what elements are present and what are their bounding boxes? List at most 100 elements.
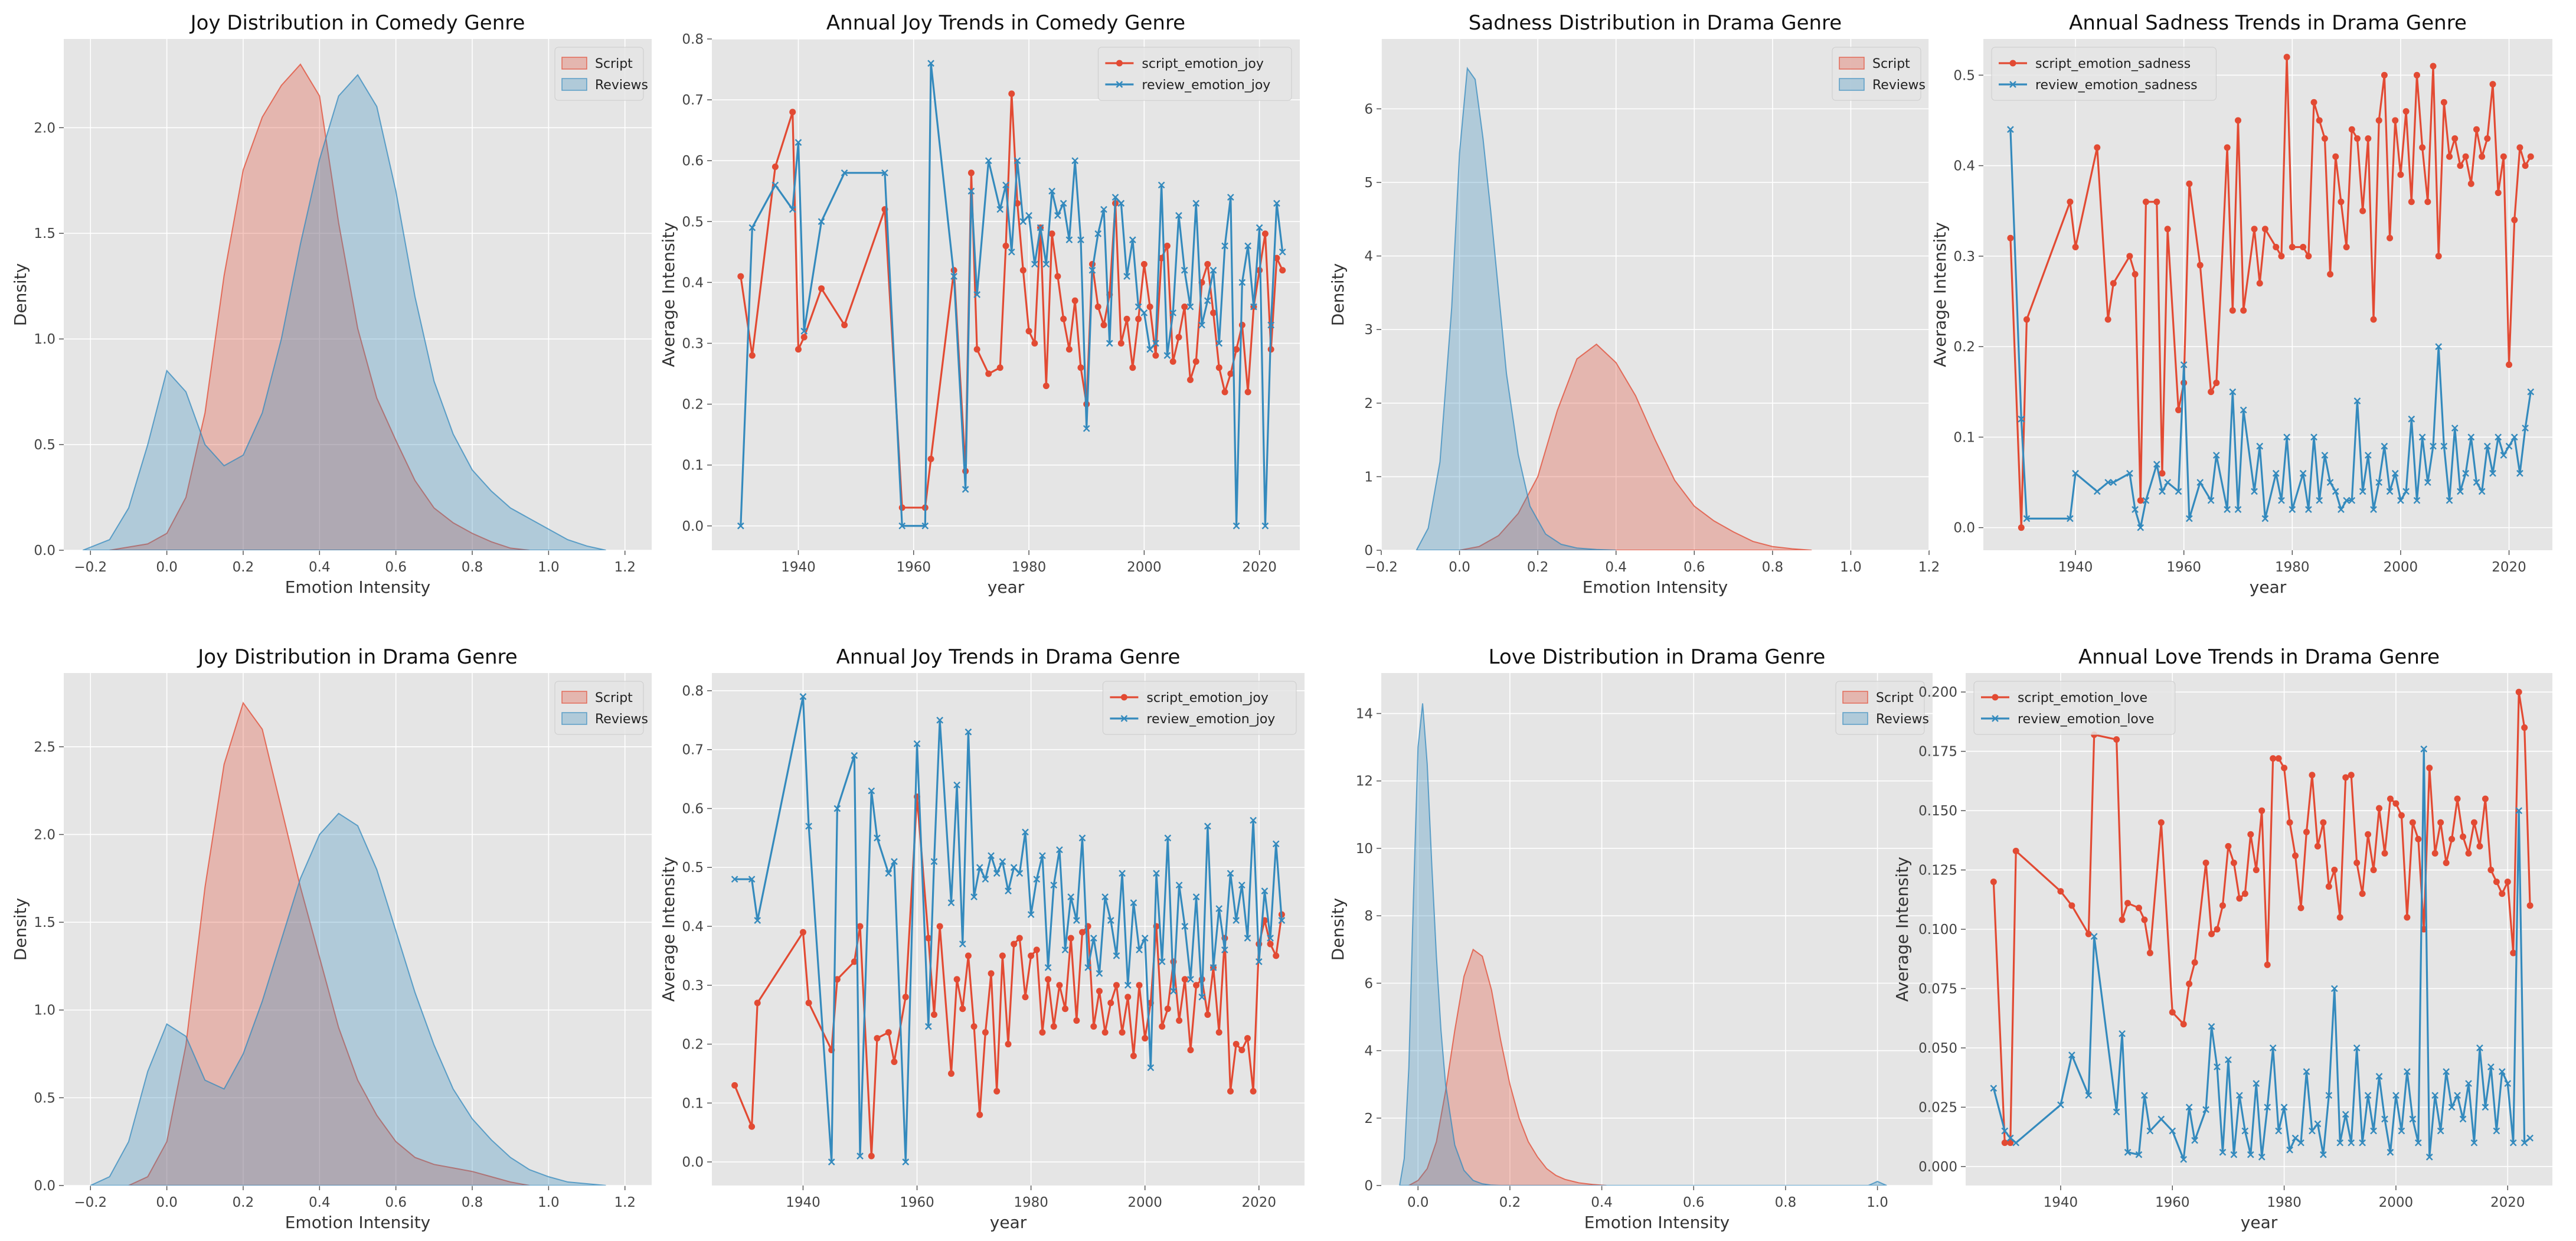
y-tick-label: 0.100	[1918, 922, 1957, 938]
data-point	[2521, 1139, 2528, 1147]
density-area-reviews	[82, 74, 606, 550]
y-tick-label: 3	[1364, 322, 1373, 338]
data-point	[891, 858, 898, 866]
data-point	[2353, 135, 2361, 142]
data-point	[1123, 273, 1130, 280]
data-point	[970, 1023, 978, 1030]
data-point	[2516, 144, 2523, 151]
data-point	[1054, 212, 1061, 219]
legend-box	[1835, 681, 1925, 735]
x-tick-label: 1980	[2267, 1195, 2302, 1210]
legend-marker	[1116, 60, 1123, 67]
data-point	[2332, 153, 2339, 160]
data-point	[1227, 1087, 1234, 1095]
data-point	[2119, 1030, 2126, 1037]
data-point	[1100, 205, 1107, 213]
data-point	[2094, 144, 2101, 151]
data-point	[2431, 1092, 2439, 1099]
data-point	[2001, 1139, 2008, 1147]
y-tick-label: 0.1	[682, 458, 704, 473]
y-tick-label: 2	[1364, 396, 1373, 412]
data-point	[967, 169, 975, 177]
data-point	[1227, 870, 1234, 877]
data-point	[1261, 887, 1269, 894]
data-point	[2208, 388, 2215, 396]
data-point	[936, 923, 943, 930]
y-tick-label: 0.0	[1953, 521, 1975, 536]
plot-marks	[2007, 54, 2535, 531]
data-point	[2365, 135, 2372, 142]
data-point	[2321, 135, 2328, 142]
data-point	[2479, 153, 2486, 160]
data-point	[2426, 765, 2433, 772]
data-point	[2240, 406, 2247, 414]
data-point	[1090, 935, 1097, 942]
data-point	[1119, 1029, 1126, 1036]
data-point	[1163, 243, 1171, 250]
x-tick-label: 0.0	[156, 560, 178, 575]
data-point	[2146, 1127, 2154, 1135]
data-point	[1135, 303, 1142, 311]
data-point	[2289, 244, 2296, 251]
data-point	[1094, 230, 1102, 237]
data-point	[2278, 253, 2285, 260]
legend-marker	[1992, 715, 1999, 722]
data-point	[2124, 900, 2132, 907]
data-point	[2283, 433, 2290, 441]
x-tick-label: 2020	[2490, 1195, 2525, 1210]
data-point	[2225, 842, 2232, 850]
data-point	[1140, 309, 1148, 316]
x-tick-label: 0.8	[1762, 560, 1784, 575]
data-point	[985, 157, 992, 165]
data-point	[1044, 964, 1052, 971]
data-point	[2330, 985, 2338, 992]
data-point	[1244, 242, 1251, 250]
data-point	[2446, 153, 2453, 160]
legend-box	[1991, 47, 2217, 101]
data-point	[1267, 321, 1275, 329]
data-point	[2280, 1103, 2288, 1111]
y-tick-label: 0.2	[1953, 339, 1975, 355]
legend-marker	[2009, 60, 2016, 67]
data-point	[2348, 497, 2356, 504]
data-point	[2359, 1139, 2366, 1147]
x-tick-label: 2020	[2492, 560, 2526, 575]
data-point	[2500, 452, 2508, 459]
y-tick-label: 4	[1364, 249, 1373, 264]
data-point	[1079, 929, 1086, 936]
data-point	[1186, 376, 1194, 383]
data-point	[1062, 1005, 1069, 1013]
data-point	[1039, 1029, 1046, 1036]
x-tick-label: 2000	[1127, 560, 1162, 575]
x-tick-label: 0.6	[385, 1195, 407, 1210]
data-point	[2338, 198, 2345, 205]
legend-box	[554, 47, 644, 101]
data-point	[2135, 1151, 2143, 1158]
data-point	[2157, 819, 2165, 826]
data-point	[841, 322, 848, 329]
data-point	[1279, 267, 1286, 274]
data-point	[731, 876, 738, 883]
data-point	[1146, 303, 1153, 311]
plot-marks	[1990, 688, 2533, 1163]
data-point	[2225, 1056, 2232, 1063]
data-point	[2418, 433, 2426, 441]
data-point	[2229, 307, 2236, 314]
data-point	[2326, 479, 2334, 486]
data-point	[1113, 982, 1120, 989]
y-tick-label: 1.5	[34, 226, 55, 241]
data-point	[2224, 506, 2231, 513]
data-point	[2336, 1139, 2344, 1147]
data-point	[1204, 260, 1211, 267]
data-point	[1147, 1064, 1155, 1072]
legend: Script Reviews	[554, 681, 648, 735]
data-point	[2348, 772, 2355, 779]
data-point	[772, 164, 779, 170]
data-point	[1042, 260, 1050, 268]
data-point	[805, 822, 812, 830]
data-point	[2443, 1068, 2450, 1075]
data-point	[2392, 1092, 2400, 1099]
data-point	[2007, 126, 2014, 133]
legend-label: script_emotion_sadness	[2035, 57, 2191, 71]
data-point	[2364, 1092, 2372, 1099]
